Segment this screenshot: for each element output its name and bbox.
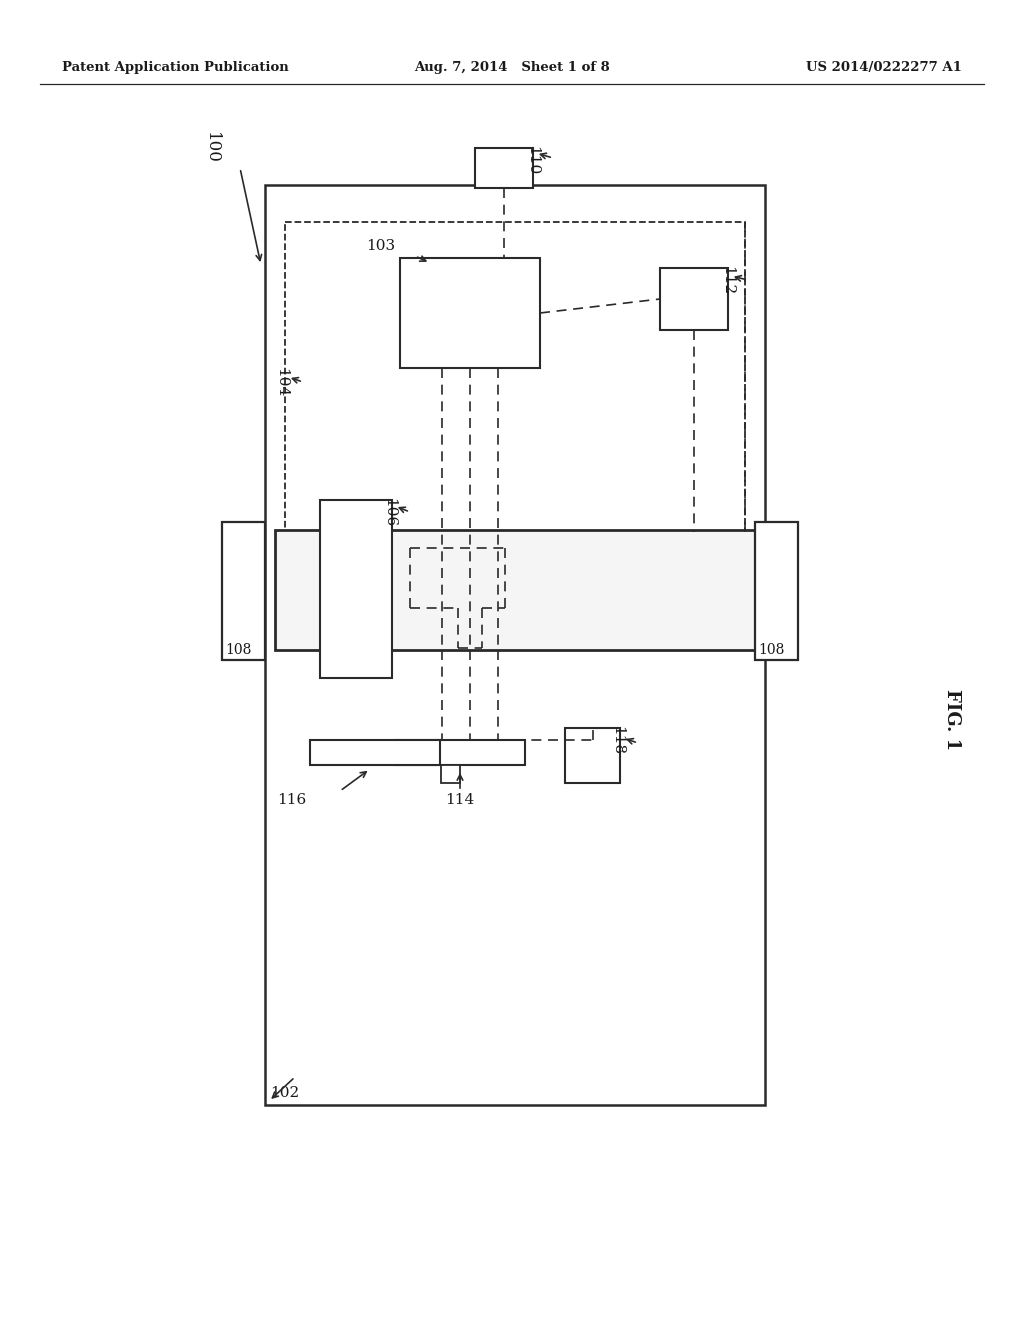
- Bar: [660, 268, 728, 330]
- Bar: [395, 741, 525, 766]
- Bar: [475, 148, 534, 187]
- Text: 106: 106: [382, 498, 396, 527]
- Bar: [265, 185, 765, 1105]
- Text: 116: 116: [276, 793, 306, 807]
- Text: 104: 104: [274, 368, 288, 397]
- Text: 118: 118: [610, 726, 624, 755]
- Text: 108: 108: [758, 643, 784, 657]
- Text: 108: 108: [225, 643, 251, 657]
- Bar: [440, 766, 460, 783]
- Bar: [400, 257, 540, 368]
- Text: 110: 110: [525, 147, 539, 176]
- Bar: [319, 500, 392, 678]
- Text: Patent Application Publication: Patent Application Publication: [62, 62, 289, 74]
- Bar: [222, 521, 265, 660]
- Bar: [755, 521, 798, 660]
- Bar: [285, 222, 745, 532]
- Text: 103: 103: [366, 239, 395, 253]
- Text: 114: 114: [445, 793, 475, 807]
- Text: FIG. 1: FIG. 1: [943, 689, 961, 751]
- Text: 102: 102: [270, 1086, 299, 1100]
- Text: 100: 100: [203, 132, 220, 164]
- Bar: [275, 531, 755, 649]
- Text: 112: 112: [720, 267, 734, 296]
- Bar: [565, 729, 620, 783]
- Text: US 2014/0222277 A1: US 2014/0222277 A1: [806, 62, 962, 74]
- Bar: [310, 741, 440, 766]
- Text: Aug. 7, 2014   Sheet 1 of 8: Aug. 7, 2014 Sheet 1 of 8: [414, 62, 610, 74]
